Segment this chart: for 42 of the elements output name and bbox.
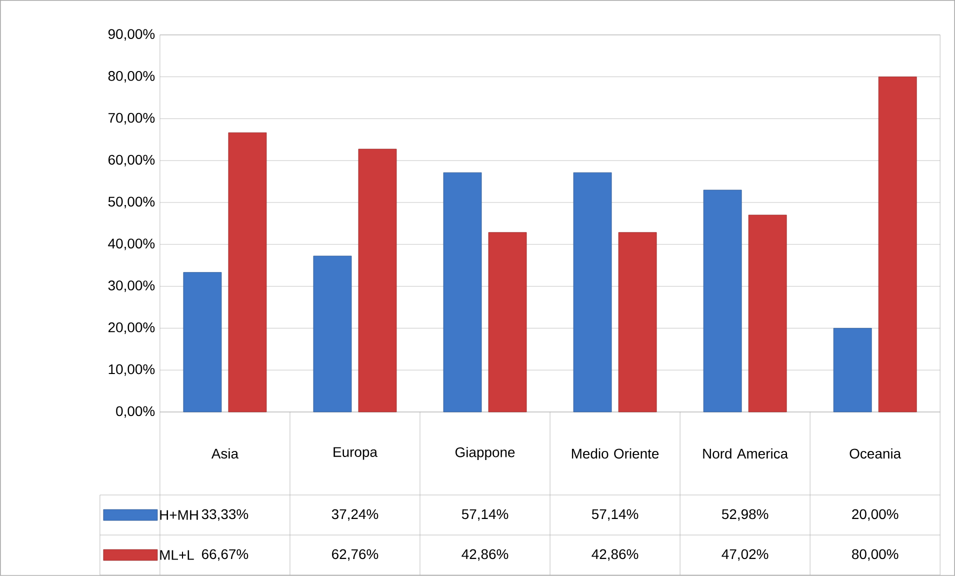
y-tick-label: 40,00%	[108, 238, 155, 250]
bar	[488, 232, 527, 412]
x-tick-label: Europa	[334, 447, 378, 460]
bar	[358, 148, 397, 412]
x-tick-label: Giappone	[455, 447, 515, 460]
bar	[748, 214, 787, 412]
y-tick-label: 0,00%	[116, 406, 155, 418]
data-label: 42,86%	[462, 549, 508, 561]
data-label: 80,00%	[852, 549, 898, 561]
bar	[878, 76, 917, 412]
bar	[833, 328, 872, 412]
y-tick-label: 70,00%	[108, 112, 155, 124]
y-tick-label: 10,00%	[108, 364, 155, 376]
legend-label: ML+L	[160, 550, 194, 560]
data-label: 57,14%	[592, 509, 638, 521]
data-label: 66,67%	[202, 549, 248, 561]
bar	[443, 172, 482, 412]
data-label: 52,98%	[722, 509, 768, 521]
bar	[618, 232, 657, 412]
data-label: 57,14%	[462, 509, 508, 521]
bar	[573, 172, 612, 412]
x-tick-label: Medio Oriente	[572, 448, 659, 459]
data-label: 42,86%	[592, 549, 638, 561]
y-tick-label: 80,00%	[108, 71, 155, 83]
bar	[183, 272, 222, 412]
x-tick-label: Oceania	[850, 448, 902, 459]
data-label: 20,00%	[852, 509, 898, 521]
x-tick-label: Asia	[211, 448, 239, 459]
y-tick-label: 90,00%	[108, 29, 155, 41]
bar	[228, 132, 267, 412]
x-tick-label: Nord America	[703, 448, 788, 459]
y-tick-label: 30,00%	[108, 280, 155, 292]
bar	[313, 256, 352, 412]
data-label: 62,76%	[332, 549, 378, 561]
y-tick-label: 50,00%	[108, 196, 155, 208]
bar	[703, 190, 742, 412]
y-tick-label: 20,00%	[108, 322, 155, 334]
data-label: 47,02%	[722, 549, 768, 561]
data-label: 37,24%	[332, 509, 378, 521]
data-label: 33,33%	[202, 509, 248, 521]
y-tick-label: 60,00%	[108, 154, 155, 166]
legend-label: H+MH	[160, 510, 198, 520]
